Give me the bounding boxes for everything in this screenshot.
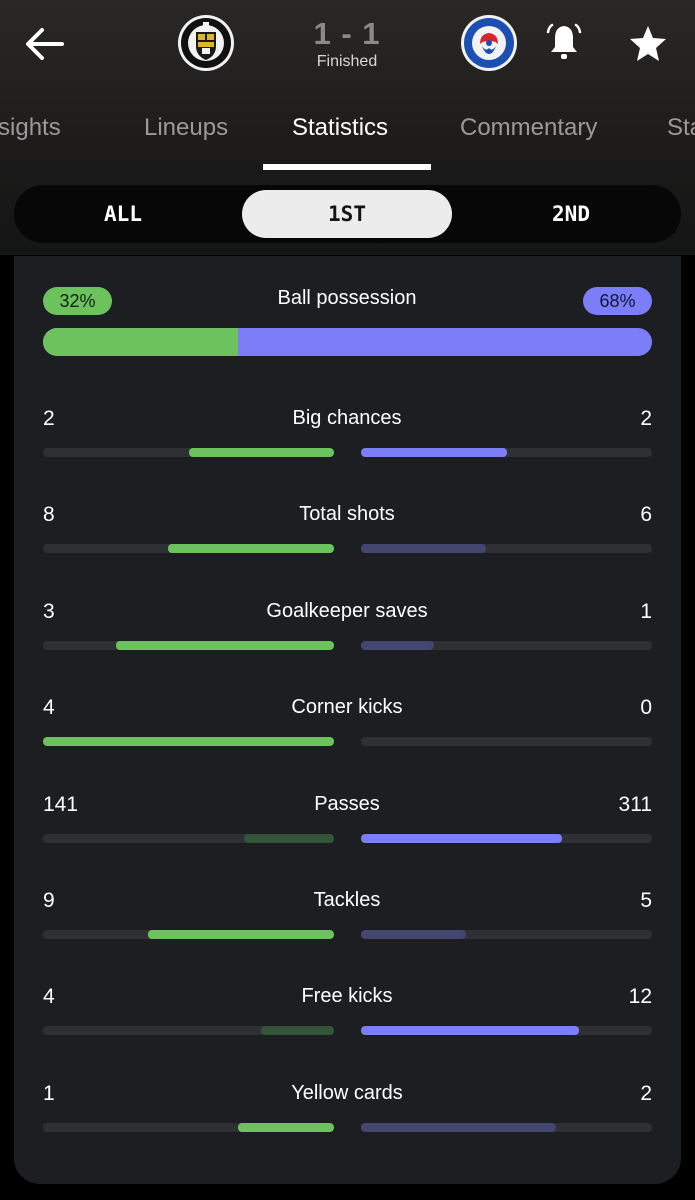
home-possession-fill	[43, 328, 238, 356]
home-stat-track	[43, 834, 334, 843]
bell-icon	[546, 23, 582, 59]
stat-label: Goalkeeper saves	[266, 600, 428, 622]
away-stat-track	[361, 930, 652, 939]
home-stat-bar	[237, 1123, 334, 1132]
home-stat-bar	[147, 930, 334, 939]
away-stat-value: 0	[640, 696, 652, 719]
away-stat-value: 5	[640, 889, 652, 912]
home-stat-track	[43, 641, 334, 650]
away-stat-track	[361, 448, 652, 457]
home-stat-track	[43, 1026, 334, 1035]
home-stat-track	[43, 737, 334, 746]
stat-row: 1 Yellow cards 2	[14, 1082, 681, 1142]
home-stat-bar	[243, 834, 334, 843]
away-stat-bar	[361, 1026, 580, 1035]
home-stat-bar	[261, 1026, 334, 1035]
statistics-card: 32% Ball possession 68% 2 Big chances 2 8 To…	[14, 256, 681, 1184]
period-all-button[interactable]: ALL	[104, 202, 142, 226]
tab-lineups[interactable]: Lineups	[144, 114, 229, 141]
away-stat-bar	[361, 1123, 556, 1132]
away-stat-bar	[361, 448, 507, 457]
home-stat-track	[43, 930, 334, 939]
home-stat-value: 9	[43, 889, 55, 912]
away-stat-value: 12	[628, 985, 652, 1008]
possession-label: Ball possession	[277, 287, 417, 309]
back-button[interactable]	[22, 22, 70, 66]
away-stat-track	[361, 641, 652, 650]
stat-row: 4 Free kicks 12	[14, 985, 681, 1045]
home-team-crest[interactable]	[177, 14, 235, 72]
notifications-button[interactable]	[542, 20, 586, 64]
away-stat-bar	[361, 930, 466, 939]
tab-insights[interactable]: Insights	[0, 114, 61, 141]
stat-label: Free kicks	[301, 985, 393, 1007]
stat-label: Total shots	[299, 503, 395, 525]
period-second-half-button[interactable]: 2ND	[552, 202, 590, 226]
arrow-left-icon	[26, 28, 64, 60]
home-stat-bar	[168, 544, 334, 553]
tab-statistics[interactable]: Statistics	[292, 114, 389, 141]
home-stat-bar	[43, 737, 334, 746]
home-stat-track	[43, 544, 334, 553]
home-stat-value: 2	[43, 407, 55, 430]
star-icon	[630, 26, 666, 61]
away-stat-track	[361, 1026, 652, 1035]
away-stat-bar	[361, 641, 434, 650]
stat-row: 4 Corner kicks 0	[14, 696, 681, 756]
stat-row: 3 Goalkeeper saves 1	[14, 600, 681, 660]
home-stat-value: 4	[43, 696, 55, 719]
away-stat-track	[361, 544, 652, 553]
stat-label: Big chances	[292, 407, 402, 429]
away-stat-value: 6	[640, 503, 652, 526]
home-stat-bar	[115, 641, 334, 650]
away-team-crest[interactable]	[460, 14, 518, 72]
away-stat-bar	[361, 834, 562, 843]
possession-bar	[43, 328, 652, 356]
stat-row: 9 Tackles 5	[14, 889, 681, 949]
home-stat-value: 1	[43, 1082, 55, 1105]
home-stat-track	[43, 1123, 334, 1132]
match-status: Finished	[316, 53, 378, 70]
home-stat-value: 4	[43, 985, 55, 1008]
home-possession-badge: 32%	[43, 287, 112, 315]
stat-label: Yellow cards	[291, 1082, 403, 1104]
away-stat-value: 311	[618, 793, 652, 816]
away-stat-track	[361, 737, 652, 746]
tab-standings[interactable]: Standings	[667, 114, 695, 141]
away-stat-bar	[361, 544, 487, 553]
home-stat-bar	[188, 448, 334, 457]
period-first-half-button[interactable]: 1ST	[242, 190, 452, 238]
stat-row: 8 Total shots 6	[14, 503, 681, 563]
top-bar: 1 - 1 Finished	[0, 0, 695, 90]
stat-label: Corner kicks	[291, 696, 403, 718]
home-stat-value: 3	[43, 600, 55, 623]
away-stat-track	[361, 1123, 652, 1132]
away-stat-value: 2	[640, 407, 652, 430]
stat-label: Tackles	[313, 889, 381, 911]
favorite-button[interactable]	[627, 22, 669, 64]
active-tab-indicator	[263, 164, 431, 170]
match-tabs: Insights Lineups Statistics Commentary S…	[0, 92, 695, 170]
away-stat-track	[361, 834, 652, 843]
home-stat-value: 141	[43, 793, 79, 816]
period-selector: ALL 1ST 2ND	[14, 185, 681, 243]
match-score: 1 - 1	[313, 16, 381, 51]
away-stat-value: 1	[640, 600, 652, 623]
stat-row: 2 Big chances 2	[14, 407, 681, 467]
tab-commentary[interactable]: Commentary	[460, 114, 598, 141]
away-stat-value: 2	[640, 1082, 652, 1105]
home-stat-track	[43, 448, 334, 457]
stat-row: 141 Passes 311	[14, 793, 681, 853]
home-stat-value: 8	[43, 503, 55, 526]
away-possession-badge: 68%	[583, 287, 652, 315]
match-header: 1 - 1 Finished Insig	[0, 0, 695, 255]
stat-label: Passes	[314, 793, 380, 815]
